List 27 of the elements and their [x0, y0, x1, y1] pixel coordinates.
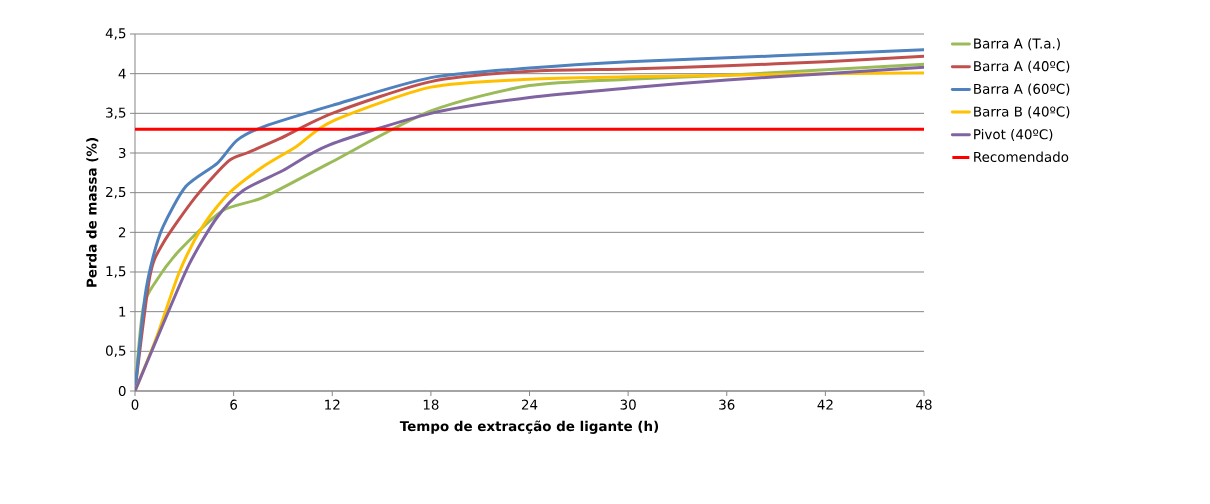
x-tick-label: 30: [620, 399, 636, 410]
legend-label: Recomendado: [974, 151, 1069, 163]
y-tick-label: 4,5: [105, 28, 126, 40]
x-tick-label: 0: [131, 399, 139, 410]
y-tick-label: 0: [118, 385, 126, 397]
y-axis-title: Perda de massa (%): [86, 138, 99, 287]
y-tick-label: 3: [118, 147, 126, 159]
x-tick-label: 18: [423, 399, 439, 410]
x-tick-label: 48: [916, 399, 932, 410]
y-tick-label: 1: [119, 306, 126, 317]
x-axis-title: Tempo de extracção de ligante (h): [399, 420, 659, 434]
x-tick-label: 24: [521, 399, 538, 410]
y-tick-label: 3,5: [106, 107, 126, 120]
x-tick-label: 12: [325, 399, 340, 410]
y-tick-label: 1,5: [106, 266, 126, 278]
y-tick-label: 2,5: [106, 186, 126, 199]
legend-label: Pivot (40ºC): [974, 128, 1053, 141]
y-tick-label: 2: [118, 227, 126, 238]
y-tick-label: 4: [118, 68, 126, 79]
legend-label: Barra B (40ºC): [974, 106, 1070, 119]
x-tick-label: 6: [230, 399, 238, 410]
legend-label: Barra A (40ºC): [974, 60, 1070, 73]
legend-label: Barra A (T.a.): [974, 38, 1060, 51]
y-tick-label: 0,5: [105, 345, 126, 358]
legend-label: Barra A (60ºC): [974, 83, 1070, 96]
x-tick-label: 42: [817, 399, 833, 410]
x-tick-label: 36: [719, 399, 735, 410]
